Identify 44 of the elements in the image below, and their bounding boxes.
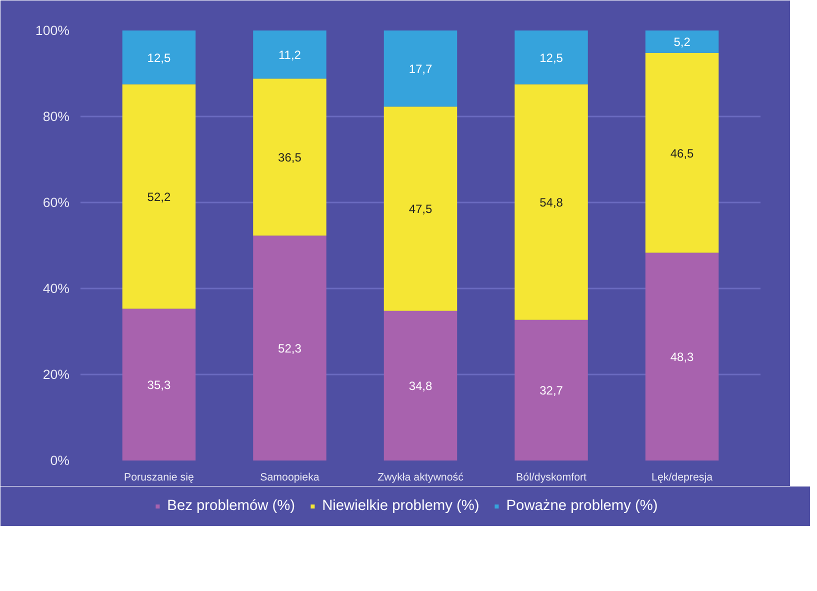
y-tick-label: 40% xyxy=(42,281,70,296)
bar xyxy=(253,236,326,460)
data-label: 35,3 xyxy=(147,378,171,392)
bar xyxy=(514,84,588,320)
data-label: 52,2 xyxy=(147,190,171,204)
data-label: 11,2 xyxy=(278,48,302,62)
data-label: 47,5 xyxy=(408,202,433,216)
bar xyxy=(514,320,588,460)
data-label: 5,2 xyxy=(674,35,691,50)
data-label: 54,8 xyxy=(540,196,564,210)
bar xyxy=(645,52,719,253)
data-label: 46,5 xyxy=(670,146,694,160)
legend-label: Niewielkie problemy (%) xyxy=(322,498,480,514)
x-tick-label: Samoopieka xyxy=(260,472,320,484)
bar xyxy=(514,30,588,84)
bar xyxy=(253,78,326,236)
y-tick-label: 100% xyxy=(35,23,70,38)
y-tick-label: 0% xyxy=(50,453,70,468)
data-label: 52,3 xyxy=(278,342,302,356)
data-label: 34,8 xyxy=(408,379,433,394)
bar xyxy=(253,30,326,79)
bar xyxy=(645,30,719,53)
y-tick-label: 80% xyxy=(42,109,70,124)
bar xyxy=(122,30,196,84)
legend-label: Bez problemów (%) xyxy=(167,498,296,514)
data-label: 32,7 xyxy=(540,384,564,398)
legend-label: Poważne problemy (%) xyxy=(506,498,658,514)
bar xyxy=(122,308,196,460)
bar xyxy=(122,84,196,309)
bar xyxy=(384,106,458,311)
x-tick-label: Zwykła aktywność xyxy=(378,472,464,484)
x-tick-label: Lęk/depresja xyxy=(652,472,713,484)
bar xyxy=(384,30,458,107)
data-label: 12,5 xyxy=(540,50,564,65)
data-label: 12,5 xyxy=(147,50,171,65)
data-label: 48,3 xyxy=(670,350,694,364)
bar xyxy=(384,310,458,460)
x-tick-label: Poruszanie się xyxy=(124,472,194,484)
y-tick-label: 20% xyxy=(42,367,70,382)
data-label: 17,7 xyxy=(408,62,433,76)
data-label: 36,5 xyxy=(278,150,302,165)
y-tick-label: 60% xyxy=(42,195,70,210)
x-tick-label: Ból/dyskomfort xyxy=(516,472,587,484)
bar xyxy=(645,252,719,460)
